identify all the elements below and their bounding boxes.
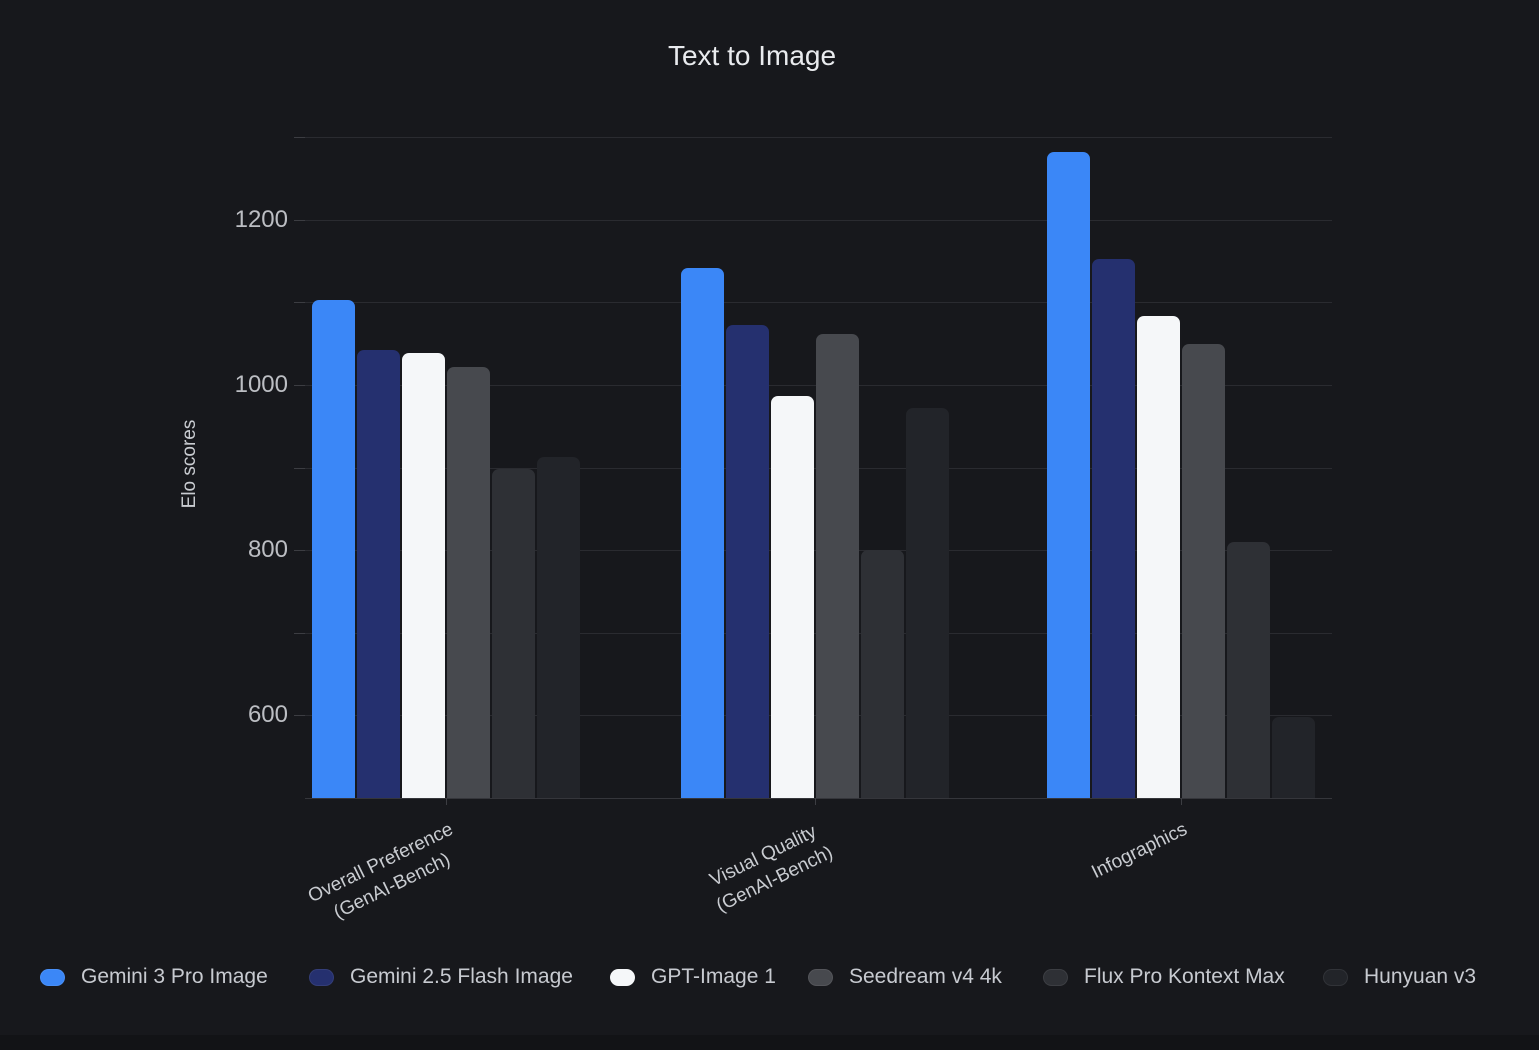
gridline-1300: [305, 137, 1332, 138]
legend-item-seedream-v4-4k[interactable]: Seedream v4 4k: [808, 965, 1002, 989]
y-tick-label-1000: 1000: [234, 370, 288, 398]
bar-hunyuan-v3-visual-quality[interactable]: [906, 408, 949, 798]
y-tick-label-600: 600: [247, 701, 288, 729]
legend-item-flux-pro-kontext-max[interactable]: Flux Pro Kontext Max: [1043, 965, 1285, 989]
legend-item-hunyuan-v3[interactable]: Hunyuan v3: [1323, 965, 1476, 989]
legend-item-gemini-3-pro-image[interactable]: Gemini 3 Pro Image: [40, 965, 268, 989]
category-label-overall-preference: Overall Preference (GenAI-Bench): [304, 817, 469, 933]
x-axis-tick-overall-preference: [446, 798, 447, 805]
y-axis-label: Elo scores: [179, 419, 200, 509]
bar-flux-pro-kontext-max-infographics[interactable]: [1227, 541, 1270, 798]
bar-gpt-image-1-overall-preference[interactable]: [402, 353, 445, 798]
y-axis-tick-700: [294, 632, 305, 634]
y-axis-tick-600: [294, 715, 305, 717]
bar-hunyuan-v3-overall-preference[interactable]: [537, 456, 580, 798]
x-axis-tick-visual-quality: [815, 798, 816, 805]
y-axis-tick-1000: [294, 384, 305, 386]
y-axis-tick-1300: [294, 137, 305, 138]
legend-swatch-icon: [610, 968, 635, 986]
legend-label: Seedream v4 4k: [849, 965, 1002, 988]
legend-swatch-icon: [1043, 968, 1068, 986]
y-tick-label-1200: 1200: [234, 205, 288, 233]
bar-gemini-2-5-flash-image-infographics[interactable]: [1092, 259, 1135, 798]
y-axis-tick-800: [294, 550, 305, 552]
legend-swatch-icon: [808, 968, 833, 986]
y-axis-tick-1100: [294, 302, 305, 304]
legend-swatch-icon: [309, 968, 334, 986]
x-axis-tick-infographics: [1181, 798, 1182, 805]
footer-strip: [0, 1035, 1539, 1050]
legend-label: GPT-Image 1: [651, 965, 776, 988]
bar-gemini-3-pro-image-visual-quality[interactable]: [681, 268, 724, 798]
bar-flux-pro-kontext-max-overall-preference[interactable]: [492, 469, 535, 798]
chart-title: Text to Image: [667, 40, 837, 71]
legend-swatch-icon: [40, 968, 65, 986]
bar-seedream-v4-4k-overall-preference[interactable]: [447, 366, 490, 798]
y-axis-tick-900: [294, 467, 305, 469]
bar-gpt-image-1-visual-quality[interactable]: [771, 395, 814, 798]
bar-gemini-2-5-flash-image-visual-quality[interactable]: [726, 324, 769, 798]
x-axis-line: [305, 798, 1332, 799]
legend-label: Hunyuan v3: [1364, 965, 1477, 988]
bar-flux-pro-kontext-max-visual-quality[interactable]: [861, 550, 904, 798]
bar-gpt-image-1-infographics[interactable]: [1137, 316, 1180, 798]
bar-gemini-3-pro-image-infographics[interactable]: [1047, 151, 1090, 798]
bar-gemini-3-pro-image-overall-preference[interactable]: [312, 299, 355, 798]
legend-item-gemini-2-5-flash-image[interactable]: Gemini 2.5 Flash Image: [309, 965, 573, 989]
category-label-line: Infographics: [1088, 818, 1192, 884]
legend-swatch-icon: [1323, 968, 1348, 986]
legend-item-gpt-image-1[interactable]: GPT-Image 1: [610, 965, 776, 989]
category-label-infographics: Infographics: [1088, 817, 1192, 886]
y-axis-tick-1200: [294, 219, 305, 221]
gridline-1200: [305, 219, 1332, 221]
bar-gemini-2-5-flash-image-overall-preference[interactable]: [357, 350, 400, 798]
gridline-1100: [305, 302, 1332, 304]
legend-label: Flux Pro Kontext Max: [1084, 965, 1285, 988]
bar-seedream-v4-4k-visual-quality[interactable]: [816, 334, 859, 798]
bar-seedream-v4-4k-infographics[interactable]: [1182, 344, 1225, 798]
legend-label: Gemini 3 Pro Image: [81, 965, 268, 988]
y-tick-label-800: 800: [247, 536, 288, 564]
legend-label: Gemini 2.5 Flash Image: [350, 965, 573, 988]
bar-hunyuan-v3-infographics[interactable]: [1272, 717, 1315, 798]
category-label-visual-quality: Visual Quality (GenAI-Bench): [701, 817, 838, 919]
